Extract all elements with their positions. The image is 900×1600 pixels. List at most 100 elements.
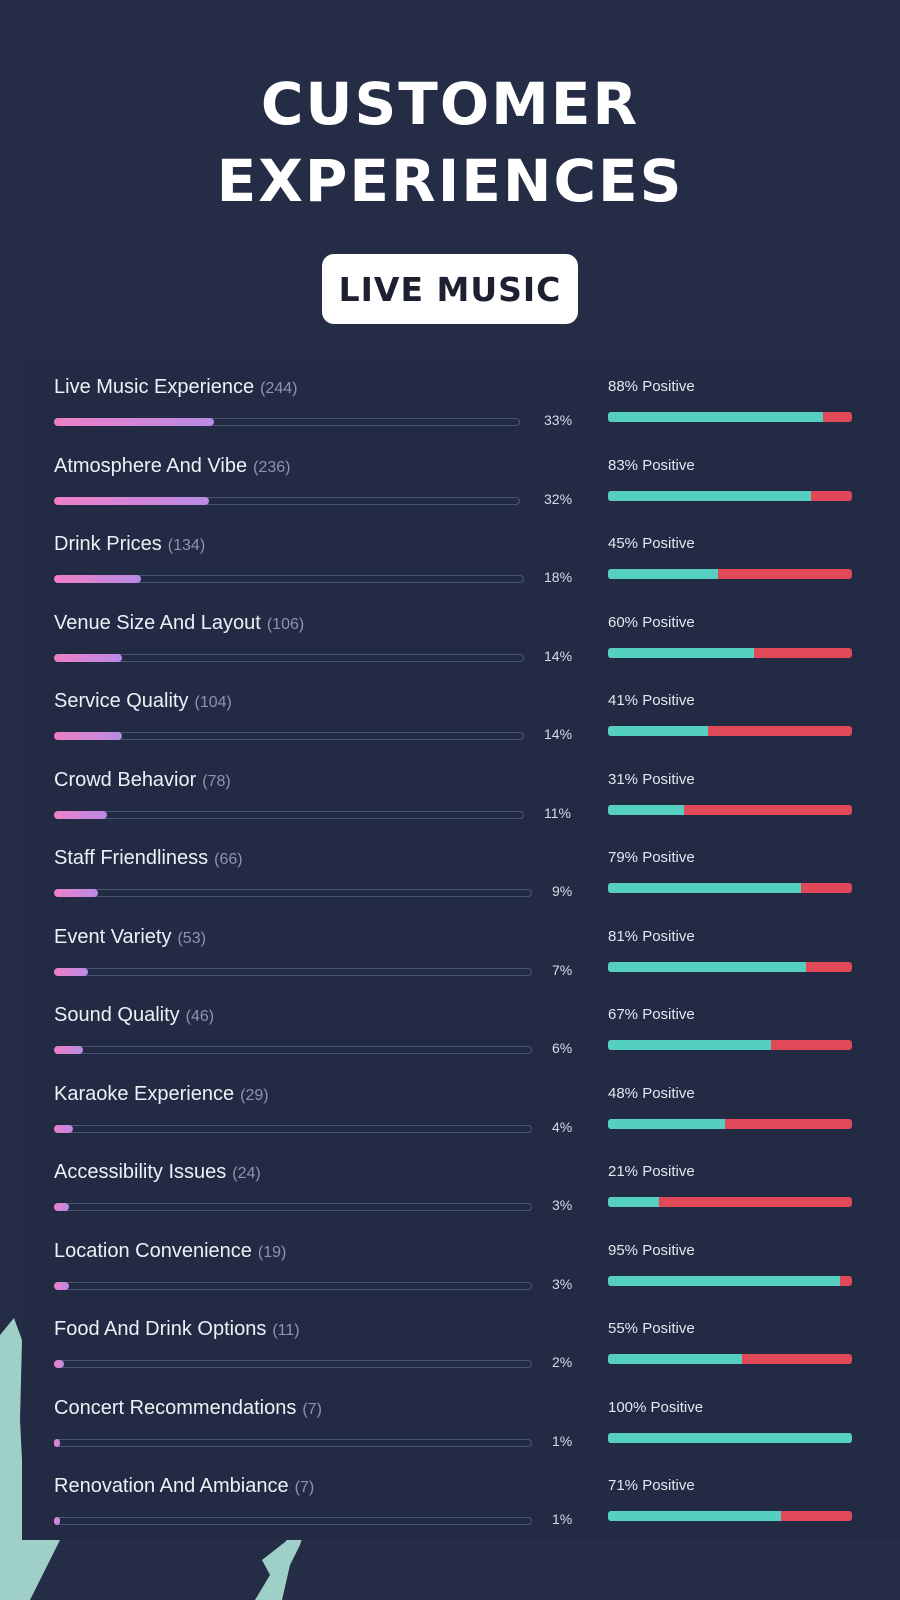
category-label: Atmosphere And Vibe (236) (54, 454, 291, 477)
sentiment-bar (608, 804, 852, 815)
sentiment-bar-positive (608, 490, 811, 501)
sentiment-bar-positive (608, 1432, 852, 1443)
sentiment-bar (608, 490, 852, 501)
share-bar-fill (54, 1203, 69, 1211)
positive-sentiment-label: 55% Positive (608, 1320, 695, 1337)
sentiment-bar-positive (608, 569, 718, 579)
share-bar-fill (54, 889, 98, 897)
share-percent-label: 9% (552, 883, 573, 899)
share-bar-fill (54, 418, 214, 426)
share-bar-track (54, 1438, 532, 1447)
share-bar-track (54, 1203, 532, 1211)
share-bar-fill (54, 1438, 60, 1447)
chart-row: Concert Recommendations (7) 1% 100% Positiv… (0, 1395, 900, 1473)
category-label: Crowd Behavior (78) (54, 768, 231, 791)
share-bar-track (54, 1360, 532, 1368)
category-label: Location Convenience (19) (54, 1239, 287, 1262)
chart-row: Atmosphere And Vibe (236) 32% 83% Positive (0, 453, 900, 531)
page-title-line1: CUSTOMER (260, 70, 640, 138)
category-label: Live Music Experience (244) (54, 376, 298, 398)
positive-sentiment-label: 95% Positive (608, 1241, 695, 1259)
sentiment-bar (608, 1040, 852, 1050)
share-bar-fill (54, 575, 142, 583)
mention-count: (104) (194, 694, 232, 711)
category-label: Venue Size And Layout (106) (54, 611, 305, 634)
category-label: Drink Prices (134) (54, 533, 206, 555)
sentiment-bar (608, 569, 852, 579)
sentiment-bar-positive (608, 726, 709, 736)
share-bar-track (54, 732, 524, 740)
share-percent-label: 3% (552, 1275, 573, 1292)
share-percent-label: 32% (544, 490, 573, 507)
positive-sentiment-label: 60% Positive (608, 613, 695, 631)
positive-sentiment-label: 88% Positive (608, 378, 695, 395)
chart-row: Location Convenience (19) 3% 95% Positive (0, 1238, 900, 1316)
share-percent-label: 7% (552, 961, 573, 978)
mention-count: (78) (202, 772, 231, 790)
share-bar-track (54, 810, 524, 819)
chart-row: Sound Quality (46) 6% 67% Positive (0, 1002, 900, 1080)
share-bar-track (54, 889, 532, 897)
sentiment-bar (608, 1354, 852, 1364)
positive-sentiment-label: 83% Positive (608, 456, 695, 474)
positive-sentiment-label: 45% Positive (608, 535, 695, 552)
share-bar-track (54, 1517, 532, 1525)
mention-count: (236) (253, 458, 291, 476)
share-bar-track (54, 1046, 532, 1054)
sentiment-bar-positive (608, 1197, 660, 1207)
category-label: Service Quality (104) (54, 690, 232, 712)
chart-row: Service Quality (104) 14% 41% Positive (0, 688, 900, 766)
share-bar-track (54, 967, 532, 976)
share-percent-label: 2% (552, 1354, 573, 1370)
chart-row: Food And Drink Options (11) 2% 55% Positive (0, 1316, 900, 1394)
sentiment-bar (608, 1275, 852, 1286)
share-percent-label: 14% (544, 726, 573, 742)
chart-row: Crowd Behavior (78) 11% 31% Positive (0, 767, 900, 845)
chart-row: Karaoke Experience (29) 4% 48% Positive (0, 1081, 900, 1159)
category-label: Renovation And Ambiance (7) (54, 1475, 315, 1497)
share-bar-fill (54, 653, 122, 662)
sentiment-bar-positive (608, 961, 806, 972)
share-percent-label: 1% (552, 1511, 573, 1527)
sentiment-bar-positive (608, 804, 684, 815)
category-label: Event Variety (53) (54, 925, 206, 948)
page-title-line2: EXPERIENCES (216, 147, 684, 215)
positive-sentiment-label: 81% Positive (608, 927, 695, 945)
share-percent-label: 18% (544, 569, 573, 585)
positive-sentiment-label: 71% Positive (608, 1477, 695, 1494)
positive-sentiment-label: 100% Positive (608, 1398, 704, 1416)
sentiment-bar-positive (608, 1040, 772, 1050)
share-bar-track (54, 653, 524, 662)
chart-row: Drink Prices (134) 18% 45% Positive (0, 531, 900, 609)
sentiment-bar (608, 726, 852, 736)
mention-count: (7) (294, 1479, 315, 1496)
sentiment-bar (608, 1432, 852, 1443)
mention-count: (66) (214, 851, 243, 868)
category-label: Sound Quality (46) (54, 1004, 215, 1026)
mention-count: (106) (266, 615, 305, 633)
category-badge: LIVE MUSIC (322, 254, 578, 324)
category-label: Concert Recommendations (7) (54, 1396, 322, 1419)
chart-row: Renovation And Ambiance (7) 1% 71% Positive (0, 1473, 900, 1551)
positive-sentiment-label: 67% Positive (608, 1006, 695, 1023)
category-label: Karaoke Experience (29) (54, 1082, 269, 1105)
share-percent-label: 3% (552, 1197, 573, 1213)
positive-sentiment-label: 41% Positive (608, 692, 695, 709)
positive-sentiment-label: 48% Positive (608, 1084, 695, 1102)
mention-count: (46) (185, 1008, 215, 1025)
share-percent-label: 1% (552, 1432, 573, 1449)
sentiment-bar-positive (608, 1118, 726, 1129)
category-label: Food And Drink Options (11) (54, 1318, 300, 1340)
chart-panel (22, 360, 900, 1540)
positive-sentiment-label: 21% Positive (608, 1163, 695, 1180)
share-bar-fill (54, 1124, 74, 1133)
sentiment-bar (608, 647, 852, 658)
share-bar-fill (54, 1360, 64, 1368)
chart-row: Event Variety (53) 7% 81% Positive (0, 924, 900, 1002)
share-bar-fill (54, 967, 88, 976)
share-bar-fill (54, 1046, 84, 1054)
share-bar-track (54, 1281, 532, 1290)
sentiment-bar (608, 412, 852, 422)
chart-row: Venue Size And Layout (106) 14% 60% Positiv… (0, 610, 900, 688)
chart-row: Staff Friendliness (66) 9% 79% Positive (0, 845, 900, 923)
